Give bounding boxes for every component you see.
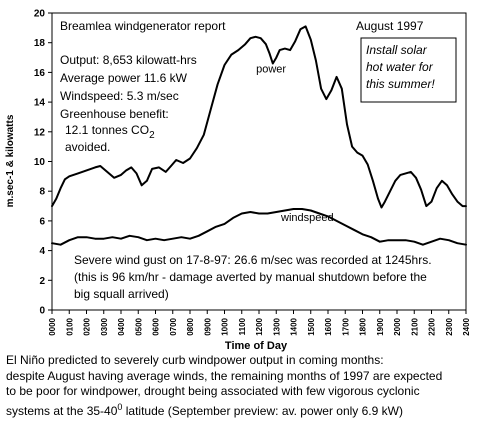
- caption-line-4-part-2: latitude (September preview: av. power o…: [122, 403, 403, 418]
- series-layer: power windspeed: [51, 25, 467, 246]
- y-axis: 0 2 4 6 8 10 12 14 16 18 20: [34, 9, 52, 317]
- y-tick-label: 6: [39, 216, 45, 227]
- x-tick-label: 0000: [48, 317, 57, 335]
- x-tick-label: 2000: [393, 317, 402, 335]
- co2-value: 12.1 tonnes CO: [65, 123, 149, 137]
- x-tick-label: 1000: [221, 317, 230, 335]
- y-tick-label: 10: [34, 157, 46, 168]
- summary-greenhouse-value: 12.1 tonnes CO2: [65, 123, 155, 141]
- y-tick-label: 18: [34, 38, 46, 49]
- y-tick-label: 20: [34, 9, 46, 20]
- chart-title: Breamlea windgenerator report: [60, 19, 226, 33]
- x-tick-label: 2100: [410, 317, 419, 335]
- x-tick-label: 1900: [376, 317, 385, 335]
- x-tick-label: 0200: [83, 317, 92, 335]
- gust-note-line-1: Severe wind gust on 17-8-97: 26.6 m/sec …: [74, 253, 432, 267]
- y-tick-label: 0: [39, 306, 45, 317]
- solar-note-line-2: hot water for: [366, 60, 434, 74]
- x-tick-label: 0800: [186, 317, 195, 335]
- solar-note-box: [360, 37, 457, 103]
- x-tick-label: 0100: [65, 317, 74, 335]
- chart-period: August 1997: [356, 19, 424, 33]
- y-tick-label: 16: [34, 68, 46, 79]
- x-tick-label: 0700: [169, 317, 178, 335]
- summary-avoided: avoided.: [65, 140, 110, 154]
- x-tick-label: 1200: [255, 317, 264, 335]
- y-tick-label: 4: [39, 246, 45, 257]
- caption-line-3: to be poor for windpower, drought being …: [6, 384, 420, 398]
- summary-output: Output: 8,653 kilowatt-hrs: [60, 53, 197, 67]
- caption-line-1: El Niño predicted to severely curb windp…: [6, 353, 384, 367]
- x-tick-label: 1100: [238, 317, 247, 335]
- x-tick-label: 1300: [272, 317, 281, 335]
- caption: El Niño predicted to severely curb windp…: [6, 353, 486, 419]
- x-tick-label: 2300: [445, 317, 454, 335]
- co2-subscript: 2: [149, 130, 155, 141]
- x-tick-label: 0500: [134, 317, 143, 335]
- x-tick-label: 1700: [341, 317, 350, 335]
- y-tick-label: 14: [34, 98, 46, 109]
- x-tick-label: 2400: [462, 317, 471, 335]
- caption-degree-superscript: 0: [117, 401, 123, 412]
- solar-note-line-1: Install solar: [366, 43, 428, 57]
- x-tick-label: 1400: [290, 317, 299, 335]
- summary-greenhouse-label: Greenhouse benefit:: [60, 107, 169, 121]
- x-tick-label: 0900: [203, 317, 212, 335]
- y-tick-label: 2: [39, 276, 45, 287]
- caption-line-4-part-1: systems at the 35-40: [6, 403, 118, 418]
- series-line-power: [51, 25, 467, 209]
- x-tick-label: 0400: [117, 317, 126, 335]
- x-tick-label: 1600: [324, 317, 333, 335]
- series-label-windspeed: windspeed: [280, 212, 334, 224]
- x-tick-label: 2200: [428, 317, 437, 335]
- x-axis-label: Time of Day: [225, 340, 288, 352]
- caption-line-4: systems at the 35-400 latitude (Septembe…: [6, 400, 486, 420]
- series-label-power: power: [256, 63, 286, 75]
- x-tick-label: 0300: [100, 317, 109, 335]
- solar-note-line-3: this summer!: [366, 77, 435, 91]
- series-line-windspeed: [51, 208, 467, 246]
- y-axis-label: m.sec-1 & kilowatts: [5, 114, 16, 207]
- caption-line-2: despite August having average winds, the…: [6, 368, 443, 383]
- gust-note-line-3: big squall arrived): [74, 287, 169, 301]
- y-tick-label: 12: [34, 127, 46, 138]
- x-tick-label: 1500: [307, 317, 316, 335]
- gust-note-line-2: (this is 96 km/hr - damage averted by ma…: [74, 270, 427, 284]
- x-tick-label: 0600: [152, 317, 161, 335]
- summary-windspeed: Windspeed: 5.3 m/sec: [60, 89, 179, 103]
- y-tick-label: 8: [39, 187, 45, 198]
- x-axis: 0000 0100 0200 0300 0400 0500 0600 0700 0800 0900…: [48, 310, 471, 336]
- chart: 0 2 4 6 8 10 12 14 16 18 20 0000 0100 0200 0300 0400 05…: [5, 9, 471, 353]
- x-tick-label: 1800: [359, 317, 368, 335]
- summary-average-power: Average power 11.6 kW: [60, 71, 188, 85]
